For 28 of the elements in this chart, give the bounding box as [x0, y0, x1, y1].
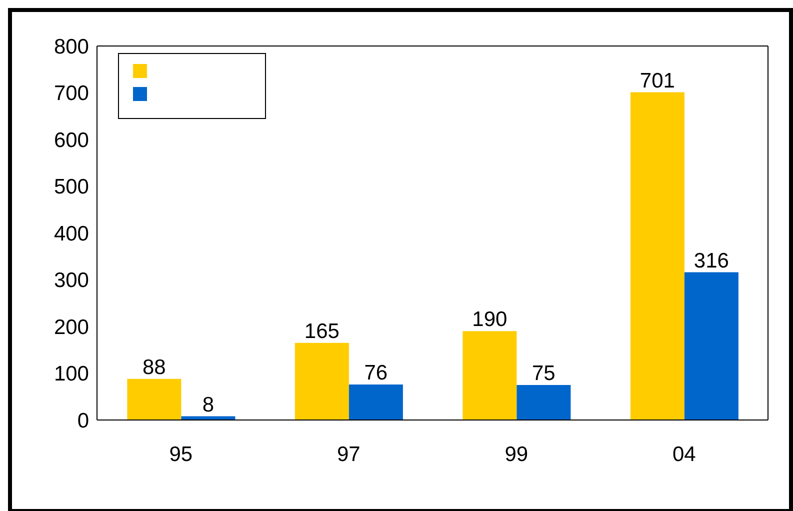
- data-label: 190: [472, 308, 508, 332]
- bar: [348, 384, 403, 420]
- x-tick-label: 99: [504, 442, 528, 466]
- y-tick-label: 500: [54, 176, 89, 199]
- y-tick-label: 700: [54, 82, 89, 106]
- x-tick-label: 95: [169, 442, 193, 466]
- y-tick-label: 300: [54, 269, 89, 292]
- y-tick-label: 800: [54, 35, 89, 58]
- y-tick-label: 0: [77, 409, 89, 432]
- bar: [630, 92, 684, 420]
- bar: [294, 342, 349, 420]
- bar: [462, 331, 517, 420]
- data-label: 88: [142, 356, 166, 379]
- data-label: 701: [640, 69, 675, 92]
- x-tick-label: 97: [336, 442, 360, 466]
- y-tick-label: 400: [54, 222, 89, 246]
- data-label: 165: [304, 320, 340, 343]
- y-tick-label: 600: [54, 128, 89, 152]
- y-tick-label: 200: [54, 316, 89, 339]
- bar: [684, 272, 738, 420]
- y-tick-label: 100: [54, 362, 89, 386]
- data-label: 75: [532, 362, 556, 385]
- data-label: 76: [364, 361, 388, 384]
- x-tick-label: 04: [672, 442, 696, 466]
- data-label: 316: [694, 249, 729, 272]
- data-label: 8: [202, 393, 214, 416]
- bar: [516, 384, 571, 420]
- bar: [127, 378, 182, 420]
